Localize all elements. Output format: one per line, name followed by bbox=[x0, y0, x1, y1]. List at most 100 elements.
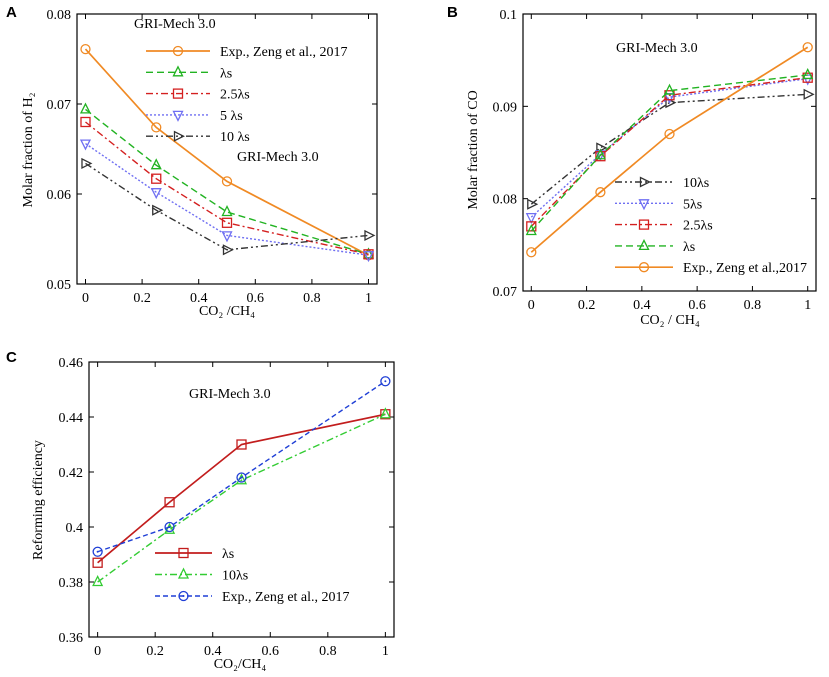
panel-a-series-lambda-point bbox=[150, 158, 162, 170]
panel-a: A Molar fraction of H₂ CO₂ /CH₄ 0 0.2 0.4 0… bbox=[6, 4, 378, 319]
panel-a-xtick-label: 0.2 bbox=[133, 291, 151, 306]
panel-a-series-l25-point bbox=[363, 249, 374, 260]
panel-c-legend-marker-expC-center bbox=[182, 595, 185, 597]
panel-b-xtick-label: 0.6 bbox=[688, 298, 706, 313]
panel-b-series bbox=[525, 42, 815, 258]
panel-b-xtick-label: 0 bbox=[528, 298, 535, 313]
panel-c-series bbox=[92, 376, 391, 587]
panel-a-series-l10-point bbox=[81, 157, 93, 169]
panel-b-ticks: 0 0.2 0.4 0.6 0.8 1 0.07 0.08 0.09 0.1 bbox=[493, 8, 816, 313]
panel-a-series-l10-point bbox=[364, 229, 376, 241]
panel-a-series-exp-point bbox=[80, 43, 91, 55]
panel-a-series-lambda-point bbox=[79, 102, 92, 114]
panel-b-series-l10-point bbox=[803, 88, 815, 100]
panel-b-ytick-label: 0.1 bbox=[500, 8, 518, 23]
panel-c-ytick-label: 0.38 bbox=[59, 576, 84, 591]
panel-b-legend-label-l5: 5λs bbox=[683, 197, 702, 212]
panel-c-series-l10C-point bbox=[379, 407, 391, 419]
panel-a-legend-label-exp: Exp., Zeng et al., 2017 bbox=[220, 45, 348, 60]
panel-a-ticks: 0 0.2 0.4 0.6 0.8 1 0.05 0.06 0.07 0.08 bbox=[47, 8, 377, 306]
panel-a-series-l10-point bbox=[222, 244, 234, 256]
panel-a-series-exp-point bbox=[151, 122, 162, 133]
panel-a-ytick-label: 0.08 bbox=[47, 8, 72, 23]
panel-c: C Reforming efficiency CO₂/CH₄ 0 0.2 0.4 0.… bbox=[6, 349, 395, 672]
panel-a-legend-label-lambda: λs bbox=[220, 66, 232, 81]
panel-a-legend-label-l5: 5 λs bbox=[220, 109, 243, 124]
panel-c-series-l10C-line bbox=[97, 413, 386, 583]
panel-b: B Molar fraction of CO CO₂ / CH₄ 0 0.2 0.4… bbox=[447, 4, 817, 328]
panel-c-legend: λs 10λs Exp., Zeng et al., 2017 bbox=[155, 547, 350, 605]
panel-c-series-lambdaC-point bbox=[92, 557, 103, 568]
panel-b-xtick-label: 0.2 bbox=[578, 298, 596, 313]
panel-c-ticks: 0 0.2 0.4 0.6 0.8 1 0.36 0.38 0.4 0.42 0.44 0.46 bbox=[59, 356, 394, 659]
panel-c-ytick-label: 0.44 bbox=[59, 411, 84, 426]
panel-c-ytick-label: 0.4 bbox=[66, 521, 84, 536]
panel-b-series-lambda-point bbox=[663, 83, 676, 95]
panel-c-xtick-label: 0.2 bbox=[146, 644, 164, 659]
panel-c-series-expC-point bbox=[380, 376, 391, 387]
panel-b-series-l5-line bbox=[530, 77, 808, 218]
panel-c-xtick-label: 0.8 bbox=[319, 644, 337, 659]
panel-c-series-expC-point-center bbox=[168, 526, 171, 528]
panel-a-legend-marker-l5 bbox=[172, 110, 184, 122]
panel-c-legend-marker-expC bbox=[178, 590, 189, 602]
panel-b-legend-label-l10: 10λs bbox=[683, 176, 709, 191]
panel-a-series-l5-point bbox=[150, 188, 162, 200]
panel-b-legend-label-l25: 2.5λs bbox=[683, 219, 713, 234]
panel-c-xtick-label: 0 bbox=[94, 644, 101, 659]
panel-a-plot-frame bbox=[76, 13, 378, 285]
panel-a-series-l10-line bbox=[85, 162, 369, 251]
panel-c-ylabel: Reforming efficiency bbox=[31, 440, 46, 560]
panel-c-xtick-label: 0.6 bbox=[262, 644, 280, 659]
panel-b-series-exp-point bbox=[802, 42, 813, 53]
panel-c-series-l10C-point bbox=[92, 575, 104, 587]
panel-b-series-l10-point bbox=[596, 142, 608, 154]
panel-a-series-l25-point bbox=[221, 217, 233, 228]
panel-b-legend-label-exp: Exp., Zeng et al.,2017 bbox=[683, 261, 807, 276]
panel-c-series-expC-line bbox=[97, 380, 386, 553]
panel-c-series-lambdaC-point bbox=[236, 439, 247, 450]
panel-a-xtick-label: 0.4 bbox=[190, 291, 208, 306]
panel-c-annotation: GRI-Mech 3.0 bbox=[189, 387, 271, 402]
panel-b-ytick-label: 0.09 bbox=[493, 100, 518, 115]
panel-b-series-exp-point bbox=[664, 128, 675, 140]
panel-b-xtick-label: 0.8 bbox=[744, 298, 762, 313]
panel-a-ylabel: Molar fraction of H₂ bbox=[21, 92, 36, 207]
panel-a-legend-marker-l25 bbox=[172, 88, 184, 99]
panel-a-series-l5-point bbox=[362, 251, 375, 263]
panel-b-series-lambda-point bbox=[802, 67, 814, 80]
panel-a-series-l5-line bbox=[85, 143, 369, 256]
panel-b-legend-marker-l25 bbox=[638, 219, 650, 230]
panel-b-legend-marker-l5 bbox=[638, 199, 650, 211]
panel-a-ytick-label: 0.07 bbox=[47, 98, 72, 113]
panel-a-legend: Exp., Zeng et al., 2017 λs 2.5λs 5 λs 10 λs bbox=[146, 45, 348, 145]
panel-a-xtick-label: 0 bbox=[82, 291, 89, 306]
panel-c-legend-label-l10C: 10λs bbox=[222, 569, 248, 584]
panel-c-series-lambdaC-line bbox=[97, 413, 386, 564]
panel-c-ytick-label: 0.42 bbox=[59, 466, 84, 481]
panel-c-series-expC-point bbox=[92, 546, 103, 557]
panel-c-series-expC-point bbox=[236, 472, 247, 483]
panel-c-legend-marker-lambdaC bbox=[178, 547, 189, 559]
panel-c-xtick-label: 1 bbox=[382, 644, 389, 659]
panel-letter-b: B bbox=[447, 4, 458, 21]
panel-c-legend-label-expC: Exp., Zeng et al., 2017 bbox=[222, 590, 350, 605]
panel-b-series-lambda-point bbox=[594, 148, 606, 160]
panel-c-legend-marker-l10C bbox=[177, 567, 190, 579]
panel-b-legend-marker-lambda bbox=[638, 238, 650, 251]
panel-a-series-exp-line bbox=[84, 48, 369, 256]
panel-b-series-exp-point bbox=[526, 247, 537, 258]
panel-b-annotation: GRI-Mech 3.0 bbox=[616, 41, 698, 56]
panel-a-annotation: GRI-Mech 3.0 bbox=[237, 150, 319, 165]
panel-a-xlabel: CO₂ /CH₄ bbox=[199, 304, 255, 319]
panel-c-series-l10C-point bbox=[164, 522, 176, 534]
panel-b-series-l25-line bbox=[530, 77, 808, 227]
panel-a-legend-label-l10: 10 λs bbox=[220, 130, 250, 145]
panel-b-series-l10-point bbox=[527, 198, 539, 210]
panel-b-ytick-label: 0.08 bbox=[493, 193, 518, 208]
panel-a-series-l5-point bbox=[79, 139, 92, 151]
panel-c-ytick-label: 0.36 bbox=[59, 631, 84, 646]
panel-a-ytick-label: 0.05 bbox=[47, 278, 72, 293]
panel-a-series-l25-line bbox=[85, 121, 369, 255]
panel-a-legend-label-l25: 2.5λs bbox=[220, 88, 250, 103]
